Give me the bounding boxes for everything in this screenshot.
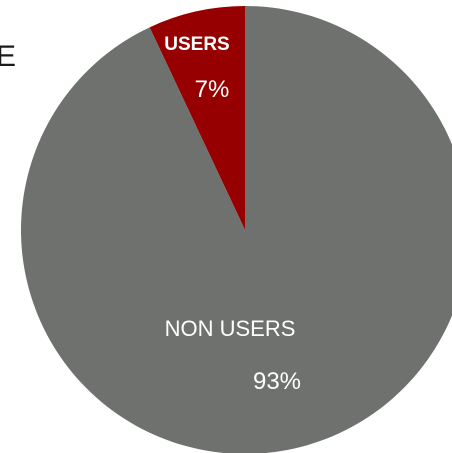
slice-label-non-users: NON USERS <box>165 316 296 341</box>
cropped-edge-text-left: E <box>0 40 17 73</box>
slice-value-users: 7% <box>195 76 230 103</box>
slice-value-non-users: 93% <box>253 368 301 395</box>
slice-label-users: USERS <box>164 34 229 55</box>
pie-slice-non-users <box>21 6 452 453</box>
pie-slice-users <box>149 6 245 230</box>
